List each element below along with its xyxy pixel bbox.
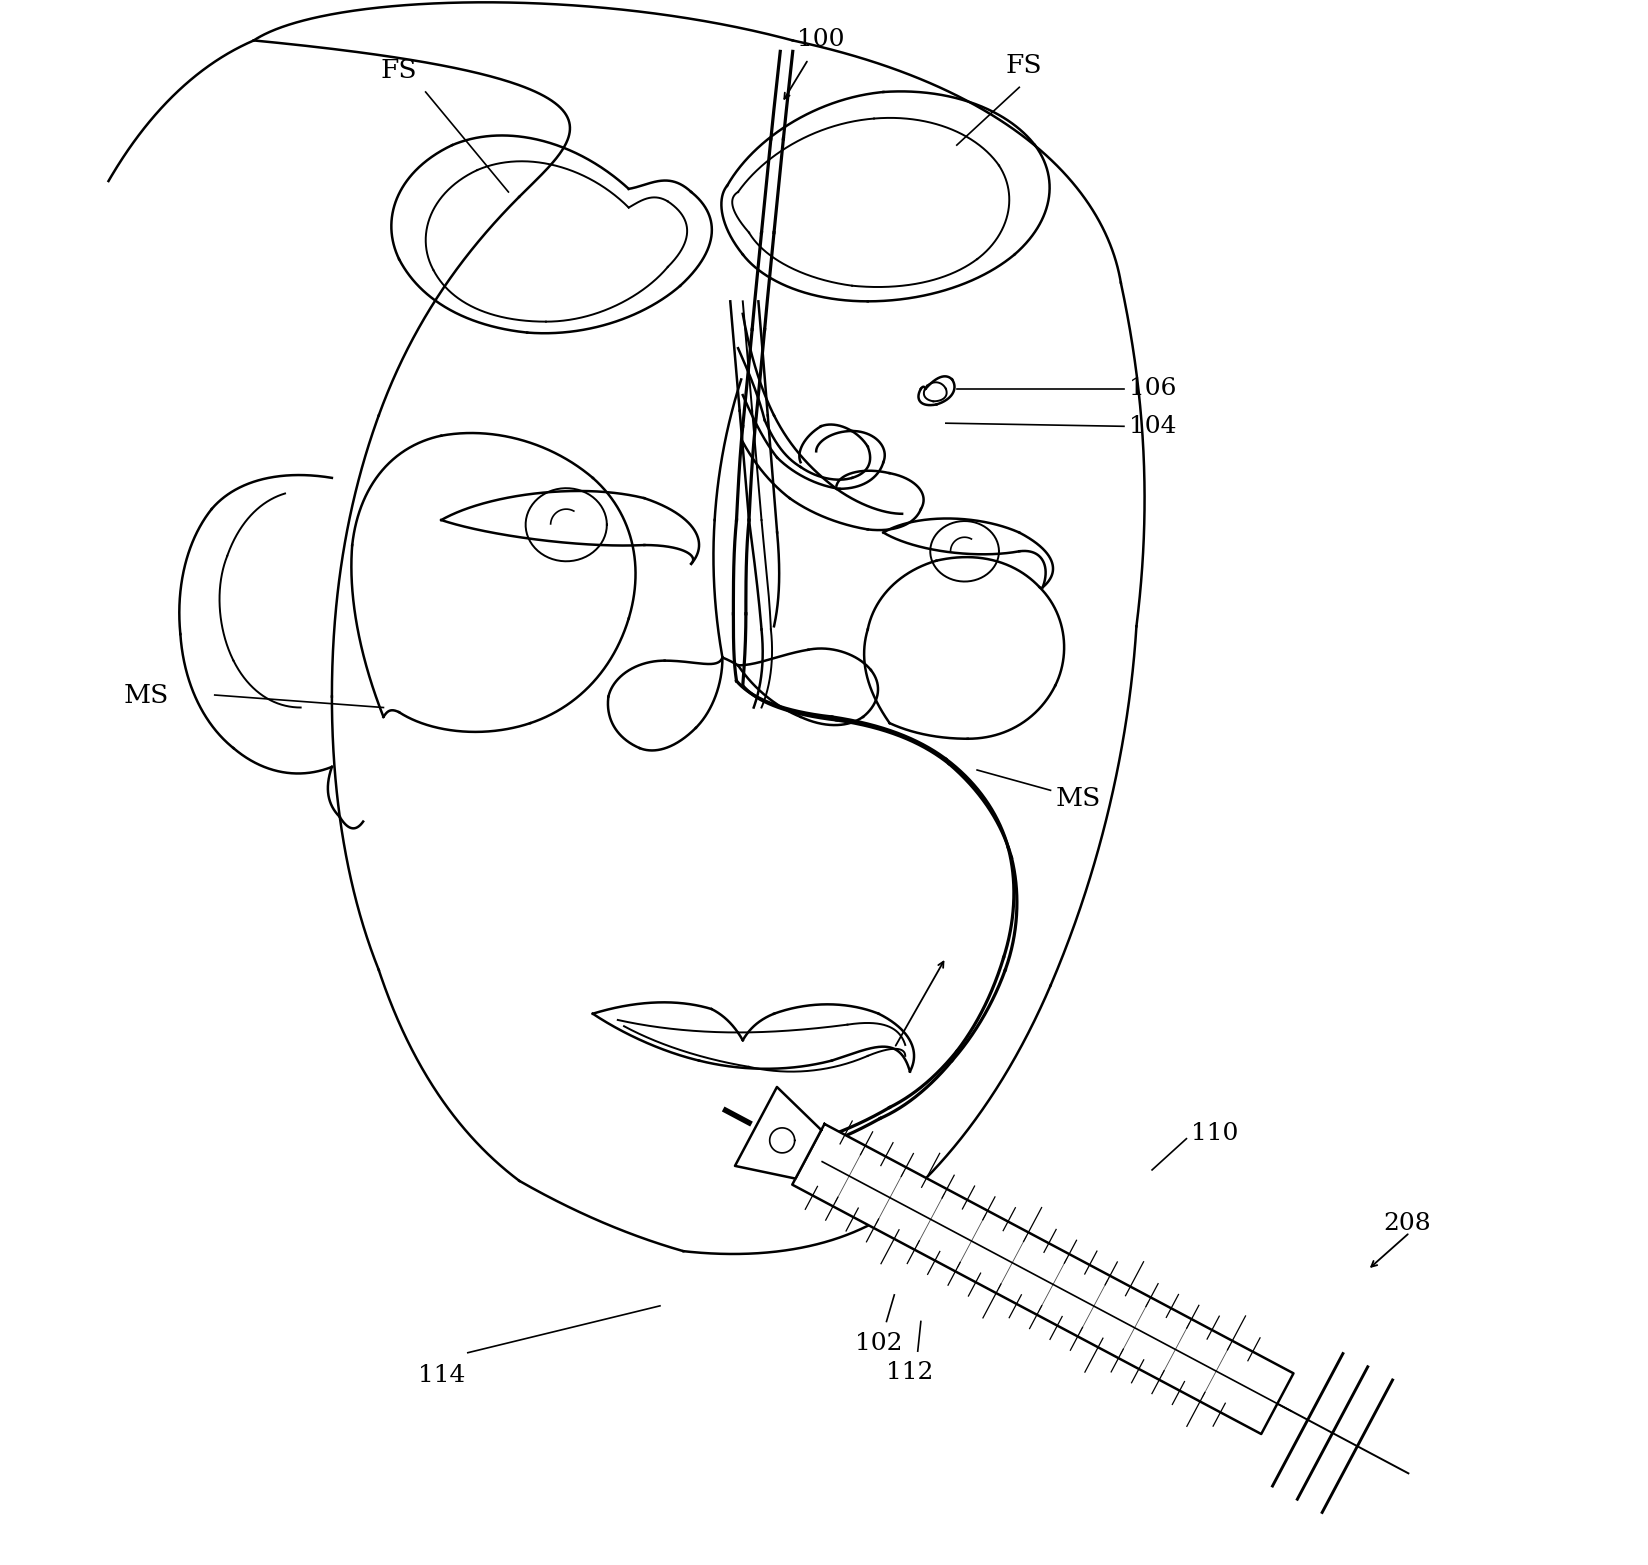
Polygon shape bbox=[793, 1124, 1294, 1434]
Text: 106: 106 bbox=[1129, 377, 1177, 401]
Text: 100: 100 bbox=[798, 28, 845, 52]
Text: 208: 208 bbox=[1383, 1211, 1430, 1235]
Text: MS: MS bbox=[124, 682, 170, 707]
Text: 112: 112 bbox=[887, 1360, 934, 1383]
Text: 114: 114 bbox=[417, 1363, 465, 1387]
Text: 102: 102 bbox=[855, 1332, 903, 1355]
Text: 110: 110 bbox=[1192, 1122, 1239, 1146]
Text: FS: FS bbox=[1005, 53, 1042, 78]
Text: FS: FS bbox=[381, 58, 417, 83]
Text: 104: 104 bbox=[1129, 415, 1177, 438]
Text: MS: MS bbox=[1055, 786, 1101, 811]
Polygon shape bbox=[735, 1088, 821, 1178]
